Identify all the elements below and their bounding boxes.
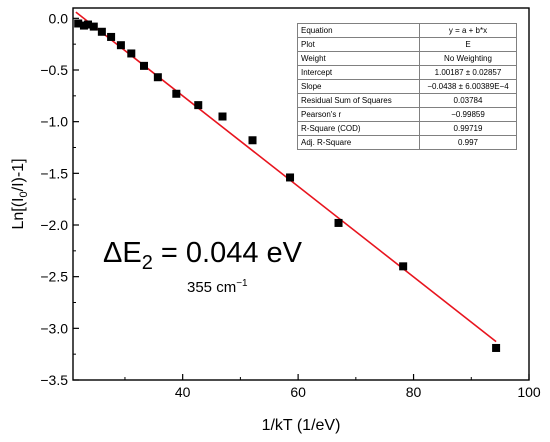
fit-table-key: Intercept	[297, 65, 420, 80]
data-point	[84, 20, 93, 29]
data-point	[107, 32, 116, 41]
wavenumber-annotation: 355 cm−1	[187, 278, 248, 297]
fit-table-row: Plot E	[297, 37, 517, 52]
data-point	[97, 27, 106, 36]
fit-table-value: y = a + b*x	[419, 23, 517, 38]
data-point	[116, 41, 125, 50]
data-point	[248, 136, 257, 145]
plot-frame	[72, 7, 530, 381]
fit-table-key: Weight	[297, 51, 420, 66]
fit-table-value: E	[419, 37, 517, 52]
y-tick-label: −3.5	[40, 372, 68, 388]
x-tick-label: 100	[517, 384, 541, 400]
y-tick-label: −3.0	[40, 320, 68, 336]
y-tick-label: 0.0	[49, 10, 69, 26]
fit-table-row: Pearson's r −0.99859	[297, 107, 517, 122]
fit-table-row: R-Square (COD) 0.99719	[297, 121, 517, 136]
fit-results-table: Equation y = a + b*x Plot E Weight No Weighti…	[297, 23, 517, 150]
x-tick-label: 60	[290, 384, 306, 400]
y-tick-label: −1.5	[40, 165, 68, 181]
fit-table-key: Slope	[297, 79, 420, 94]
fit-table-value: 0.03784	[419, 93, 517, 108]
y-tick-label: −0.5	[40, 62, 68, 78]
fit-table-key: Pearson's r	[297, 107, 420, 122]
fit-table-value: −0.0438 ± 6.00389E−4	[419, 79, 517, 94]
x-tick-label: 80	[406, 384, 422, 400]
data-point	[492, 343, 501, 352]
fit-table-row: Residual Sum of Squares 0.03784	[297, 93, 517, 108]
y-tick-label: −2.0	[40, 217, 68, 233]
fit-table-value: 1.00187 ± 0.02857	[419, 65, 517, 80]
fit-table-row: Intercept 1.00187 ± 0.02857	[297, 65, 517, 80]
axis-ticks: 40 60 80 100 0.0 −0.5 −1.0 −1.5 −2.0 −2.5 −3.0 −3.5	[40, 10, 541, 400]
y-axis-label: Ln[(I0/I)-1]	[10, 158, 30, 229]
fit-table-key: Residual Sum of Squares	[297, 93, 420, 108]
fit-table-key: Adj. R-Square	[297, 135, 420, 150]
data-point	[79, 21, 88, 30]
x-axis-label: 1/kT (1/eV)	[262, 417, 341, 434]
fit-table-value: 0.99719	[419, 121, 517, 136]
fit-table-row: Weight No Weighting	[297, 51, 517, 66]
data-point	[139, 61, 148, 70]
data-point	[74, 19, 83, 28]
fit-table-key: R-Square (COD)	[297, 121, 420, 136]
data-point	[153, 73, 162, 82]
fit-table-value: −0.99859	[419, 107, 517, 122]
data-point	[286, 173, 295, 182]
fit-table-row: Slope −0.0438 ± 6.00389E−4	[297, 79, 517, 94]
data-point	[218, 112, 227, 121]
y-tick-label: −1.0	[40, 114, 68, 130]
energy-annotation: ΔE2 = 0.044 eV	[103, 237, 302, 274]
data-point	[172, 89, 181, 98]
x-tick-label: 40	[175, 384, 191, 400]
y-tick-label: −2.5	[40, 269, 68, 285]
fit-table-value: No Weighting	[419, 51, 517, 66]
data-points	[74, 19, 501, 352]
fit-table-value: 0.997	[419, 135, 517, 150]
fit-table-key: Equation	[297, 23, 420, 38]
fit-table-row: Equation y = a + b*x	[297, 23, 517, 38]
fit-table-key: Plot	[297, 37, 420, 52]
data-point	[127, 49, 136, 58]
data-point	[194, 101, 203, 110]
data-point	[89, 22, 98, 31]
data-point	[399, 262, 408, 271]
fit-table-row: Adj. R-Square 0.997	[297, 135, 517, 150]
data-point	[334, 218, 343, 227]
